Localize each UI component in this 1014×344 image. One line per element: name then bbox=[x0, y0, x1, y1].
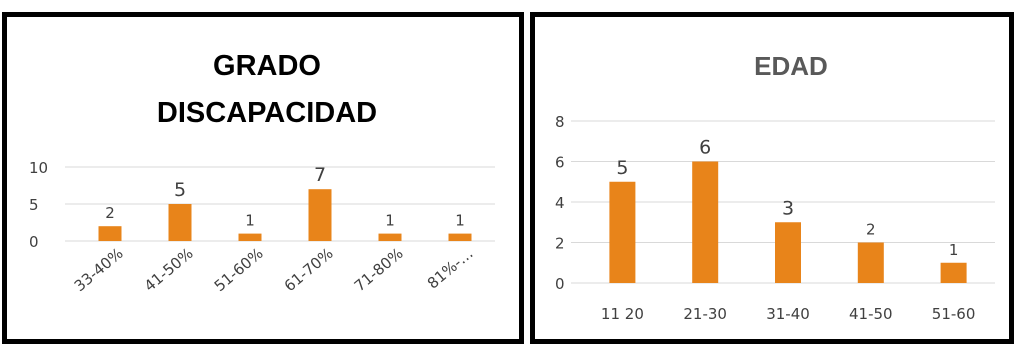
chart-grado-discapacidad: GRADO DISCAPACIDAD 0 5 10 2 33-40% 5 41-50% 1 51-6… bbox=[29, 50, 495, 295]
y-tick-label: 4 bbox=[555, 194, 565, 212]
x-tick-label: 41-50 bbox=[849, 305, 893, 323]
bar-33-40- bbox=[98, 226, 122, 241]
bar-51-60 bbox=[940, 262, 967, 283]
x-tick-label: 51-60% bbox=[211, 244, 267, 295]
bar-41-50- bbox=[168, 204, 192, 241]
chart-title: GRADO bbox=[213, 50, 321, 82]
chart-title: EDAD bbox=[754, 51, 828, 81]
y-tick-label: 10 bbox=[29, 159, 48, 177]
data-label: 2 bbox=[105, 204, 115, 222]
bar-21-30 bbox=[692, 161, 719, 283]
data-label: 7 bbox=[314, 164, 326, 186]
y-tick-label: 2 bbox=[555, 235, 565, 253]
chart-title: DISCAPACIDAD bbox=[157, 97, 377, 129]
data-label: 5 bbox=[174, 179, 186, 201]
bar-51-60- bbox=[238, 233, 262, 241]
data-label: 6 bbox=[699, 137, 711, 159]
chart-panel-grado-discapacidad: GRADO DISCAPACIDAD 0 5 10 2 33-40% 5 41-50% 1 51-6… bbox=[2, 12, 524, 344]
bar-81- bbox=[448, 233, 472, 241]
chart-panel-edad: EDAD 0 2 4 6 8 5 11 20 6 21-30 3 31-40 2 41-50 1 51-60 bbox=[530, 12, 1014, 344]
y-tick-label: 0 bbox=[555, 275, 565, 293]
x-tick-label: 33-40% bbox=[71, 244, 127, 295]
bar-61-70- bbox=[308, 189, 332, 241]
y-tick-label: 8 bbox=[555, 113, 565, 131]
x-tick-label: 41-50% bbox=[141, 244, 197, 295]
data-label: 2 bbox=[866, 221, 876, 239]
x-tick-label: 31-40 bbox=[766, 305, 810, 323]
x-tick-label: 21-30 bbox=[683, 305, 727, 323]
y-tick-label: 6 bbox=[555, 154, 565, 172]
data-label: 1 bbox=[949, 241, 959, 259]
data-label: 1 bbox=[245, 212, 255, 230]
data-label: 1 bbox=[455, 212, 465, 230]
data-label: 1 bbox=[385, 212, 395, 230]
x-tick-label: 61-70% bbox=[281, 244, 337, 295]
data-label: 3 bbox=[782, 197, 794, 219]
bar-71-80- bbox=[378, 233, 402, 241]
data-label: 5 bbox=[616, 157, 628, 179]
x-tick-label: 51-60 bbox=[932, 305, 976, 323]
x-tick-label: 71-80% bbox=[351, 244, 407, 295]
bar-31-40 bbox=[775, 222, 801, 283]
bar-11-20 bbox=[609, 181, 636, 283]
chart-edad: EDAD 0 2 4 6 8 5 11 20 6 21-30 3 31-40 2 41-50 1 51-60 bbox=[555, 51, 995, 323]
y-tick-label: 5 bbox=[29, 196, 39, 214]
x-tick-label: 81%-… bbox=[424, 244, 477, 292]
bar-41-50 bbox=[857, 242, 884, 283]
y-tick-label: 0 bbox=[29, 233, 39, 251]
x-tick-label: 11 20 bbox=[601, 305, 644, 323]
